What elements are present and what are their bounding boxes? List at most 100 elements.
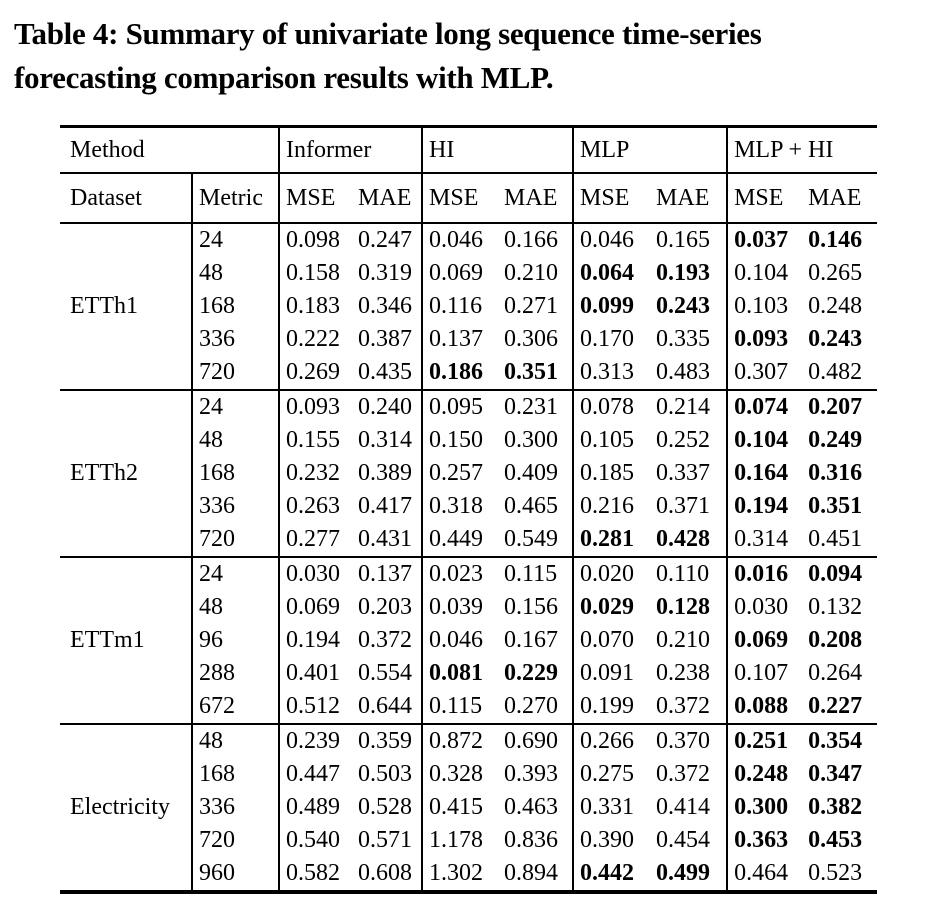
col-header-mse: MSE [726,173,803,223]
col-header-mse: MSE [421,173,499,223]
value-cell: 0.238 [656,660,711,686]
value-cell: 0.371 [656,493,711,519]
method-header-informer: Informer [278,126,423,173]
value-cell: 0.069 [726,624,803,657]
metric-cell: 168 [190,457,280,490]
value-cell: 0.351 [504,359,559,385]
table-row: 720 0.269 0.435 0.186 0.351 0.313 0.483 0.307 0.… [60,356,877,390]
value-cell: 0.203 [358,594,413,620]
value-cell: 0.328 [421,758,499,791]
value-cell: 0.165 [656,227,711,253]
value-cell: 0.232 [278,457,353,490]
value-cell: 0.540 [278,824,353,857]
value-cell: 0.074 [726,390,803,424]
metric-cell: 288 [190,657,280,690]
value-cell: 0.482 [808,359,863,385]
value-cell: 0.453 [808,827,863,853]
metric-cell: 48 [190,724,280,758]
value-cell: 0.346 [358,293,413,319]
value-cell: 0.409 [504,460,559,486]
value-cell: 0.164 [726,457,803,490]
value-cell: 0.263 [278,490,353,523]
value-cell: 0.387 [358,326,413,352]
value-cell: 0.210 [656,627,711,653]
table-row: Electricity 48 0.239 0.359 0.872 0.690 0.266 0.… [60,724,877,820]
value-cell: 0.137 [421,323,499,356]
value-cell: 0.464 [726,857,803,892]
value-cell: 0.231 [504,394,559,420]
value-cell: 0.554 [358,660,413,686]
value-cell: 0.208 [808,627,863,653]
value-cell: 0.417 [358,493,413,519]
value-cell: 0.229 [504,660,559,686]
metric-cell: 48 [190,424,280,457]
metric-label: Metric [190,173,280,223]
value-cell: 0.264 [808,660,863,686]
value-cell: 0.046 [572,223,651,257]
value-cell: 0.503 [358,761,413,787]
value-cell: 0.166 [504,227,559,253]
value-cell: 0.216 [572,490,651,523]
value-cell: 0.690 [504,728,559,754]
value-cell: 0.644 [358,693,413,719]
value-cell: 0.104 [726,257,803,290]
value-cell: 0.300 [504,427,559,453]
metric-cell: 96 [190,624,280,657]
value-cell: 0.214 [656,394,711,420]
col-header-mae: MAE [504,185,558,211]
value-cell: 0.167 [504,627,559,653]
value-cell: 0.248 [808,293,863,319]
table-row: 336 0.489 0.528 0.415 0.463 0.331 0.414 0.300 0.… [60,791,877,824]
value-cell: 0.449 [421,523,499,557]
value-cell: 0.401 [278,657,353,690]
col-header-mae: MAE [656,185,710,211]
table-row: 48 0.155 0.314 0.150 0.300 0.105 0.252 0.104 0.2… [60,424,877,457]
metric-cell: 24 [190,557,280,591]
table-row: 336 0.263 0.417 0.318 0.465 0.216 0.371 0.194 0.… [60,490,877,523]
value-cell: 0.193 [656,260,711,286]
metric-cell: 48 [190,591,280,624]
value-cell: 0.528 [358,794,413,820]
metric-cell: 672 [190,690,280,724]
value-cell: 0.463 [504,794,559,820]
value-cell: 0.252 [656,427,711,453]
value-cell: 0.390 [572,824,651,857]
value-cell: 0.363 [726,824,803,857]
table-row: ETTm1 24 0.030 0.137 0.023 0.115 0.020 0.110 0.0… [60,557,877,653]
col-header-mae: MAE [358,185,412,211]
value-cell: 0.107 [726,657,803,690]
value-cell: 0.098 [278,223,353,257]
value-cell: 0.269 [278,356,353,390]
value-cell: 0.199 [572,690,651,724]
value-cell: 0.359 [358,728,413,754]
value-cell: 0.183 [278,290,353,323]
value-cell: 0.307 [726,356,803,390]
results-table: Method Informer HI MLP MLP + HI Dataset … [60,125,878,894]
value-cell: 0.155 [278,424,353,457]
value-cell: 0.029 [572,591,651,624]
value-cell: 0.319 [358,260,413,286]
table-row: 720 0.277 0.431 0.449 0.549 0.281 0.428 0.314 0.… [60,523,877,557]
value-cell: 0.372 [656,693,711,719]
value-cell: 0.146 [808,227,863,253]
value-cell: 0.337 [656,460,711,486]
value-cell: 0.115 [421,690,499,724]
value-cell: 0.081 [421,657,499,690]
value-cell: 0.454 [656,827,711,853]
value-cell: 0.442 [572,857,651,892]
table-row: 960 0.582 0.608 1.302 0.894 0.442 0.499 0.464 0.… [60,857,877,892]
value-cell: 0.110 [656,561,710,587]
value-cell: 0.093 [726,323,803,356]
value-cell: 0.281 [572,523,651,557]
value-cell: 0.170 [572,323,651,356]
value-cell: 0.069 [421,257,499,290]
value-cell: 0.872 [421,724,499,758]
table-caption: Table 4: Summary of univariate long sequ… [14,12,930,100]
value-cell: 0.414 [656,794,711,820]
value-cell: 0.207 [808,394,863,420]
value-cell: 0.104 [726,424,803,457]
value-cell: 0.064 [572,257,651,290]
metric-cell: 168 [190,758,280,791]
value-cell: 0.132 [808,594,863,620]
metric-cell: 24 [190,390,280,424]
